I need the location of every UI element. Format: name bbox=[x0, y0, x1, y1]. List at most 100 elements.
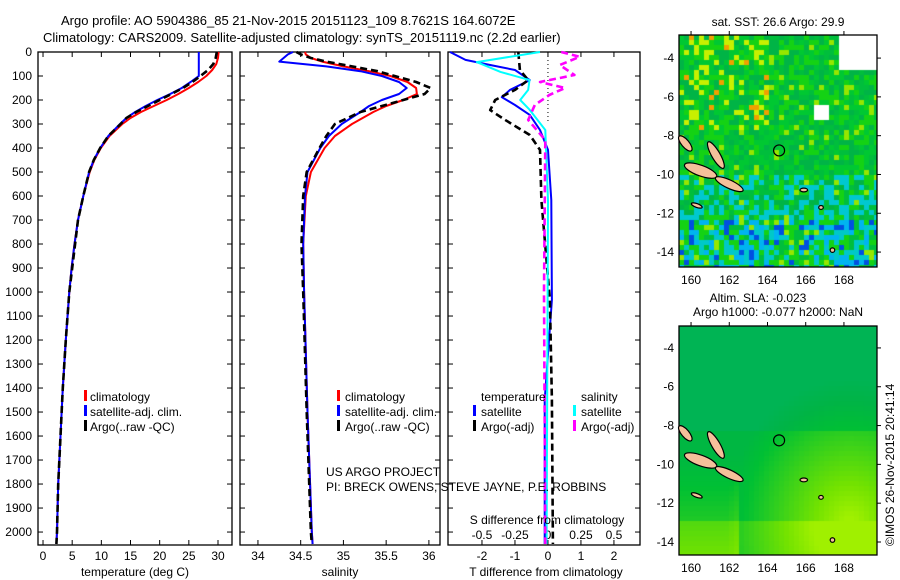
y-tick-label: 1800 bbox=[5, 477, 32, 491]
legend-header-salinity: salinity bbox=[581, 390, 618, 404]
y-tick-label: -14 bbox=[657, 245, 675, 259]
island-shape bbox=[706, 431, 725, 459]
temperature-series-climatology bbox=[55, 51, 220, 545]
y-tick-label: 200 bbox=[12, 93, 32, 107]
legend-label: climatology bbox=[345, 390, 405, 404]
x-tick-label: 164 bbox=[757, 273, 777, 287]
island-shape bbox=[818, 494, 824, 500]
island-shape bbox=[706, 141, 725, 170]
legend-swatch-climatology bbox=[337, 390, 340, 401]
y-tick-label: 900 bbox=[12, 261, 32, 275]
x-tick-label: 162 bbox=[719, 273, 739, 287]
y-tick-label: 1600 bbox=[5, 429, 32, 443]
y-tick-label: 300 bbox=[12, 117, 32, 131]
x-tick-label: 34 bbox=[251, 549, 265, 563]
y-tick-label: -6 bbox=[663, 380, 674, 394]
legend-label: Argo(-adj) bbox=[481, 420, 534, 434]
x-tick-label: 35 bbox=[337, 549, 351, 563]
x-tick-label: 2 bbox=[611, 549, 618, 563]
y-tick-label: 700 bbox=[12, 213, 32, 227]
y-tick-label: -4 bbox=[663, 51, 674, 65]
legend-swatch-climatology bbox=[84, 390, 87, 401]
credits-project: US ARGO PROJECT bbox=[326, 465, 441, 479]
x-axis-label-t-difference: T difference from climatology bbox=[469, 565, 623, 579]
y-tick-label: 1900 bbox=[5, 501, 32, 515]
x-tick-label: 162 bbox=[719, 561, 739, 575]
x-tick-label: 160 bbox=[681, 561, 701, 575]
legend-swatch-satellite bbox=[84, 405, 87, 416]
y-tick-label: 400 bbox=[12, 141, 32, 155]
argo-position-marker bbox=[772, 434, 786, 447]
x-tick-label: 0 bbox=[545, 549, 552, 563]
x-tick-label: 36 bbox=[422, 549, 436, 563]
island-shape bbox=[683, 162, 718, 179]
y-tick-label: -12 bbox=[657, 496, 675, 510]
x-tick-label: 166 bbox=[796, 273, 816, 287]
salinity-axes-frame bbox=[239, 51, 441, 546]
difference-series-s-satellite bbox=[475, 51, 549, 545]
x-tick-label: 1 bbox=[578, 549, 585, 563]
island-shape bbox=[677, 425, 693, 442]
sla-map-axes: 160 162 164 166 168 -4 -6 -8 -10 -12 -14 bbox=[657, 322, 881, 575]
legend-swatch-t-satellite bbox=[473, 405, 476, 416]
y-tick-label: 1100 bbox=[6, 309, 32, 323]
x2-tick-label: -0.5 bbox=[472, 528, 493, 542]
salinity-legend: climatology satellite-adj. clim. Argo(..… bbox=[337, 390, 437, 434]
legend-swatch-argo bbox=[337, 420, 340, 431]
legend-label: Argo(..raw -QC) bbox=[90, 420, 175, 434]
temperature-legend: climatology satellite-adj. clim. Argo(..… bbox=[84, 390, 182, 434]
credits-pi: PI: BRECK OWENS, STEVE JAYNE, P.E. ROBBI… bbox=[326, 480, 606, 494]
legend-label: satellite-adj. clim. bbox=[90, 405, 182, 419]
legend-label: satellite-adj. clim. bbox=[345, 405, 437, 419]
island-shape bbox=[799, 477, 809, 483]
island-shape bbox=[690, 202, 703, 209]
temperature-axes-frame bbox=[37, 51, 233, 546]
island-shape bbox=[799, 187, 809, 193]
island-shape bbox=[818, 204, 824, 210]
y-tick-label: 800 bbox=[12, 237, 32, 251]
salinity-series-argo-raw-qc- bbox=[295, 50, 432, 545]
legend-swatch-s-argo bbox=[573, 420, 576, 431]
x2-axis-label-s-difference: S difference from climatology bbox=[470, 513, 625, 527]
island-shape bbox=[829, 537, 836, 543]
sst-map-axes: 160 162 164 166 168 -4 -6 -8 -10 -12 -14 bbox=[657, 31, 881, 287]
temperature-panel: 0100200300400500600700800900100011001200… bbox=[5, 45, 233, 563]
island-shape bbox=[677, 135, 693, 152]
x-tick-label: 34.5 bbox=[289, 549, 313, 563]
y-tick-label: 1500 bbox=[5, 405, 32, 419]
island-shape bbox=[714, 466, 744, 483]
x2-tick-label: 0.5 bbox=[606, 528, 623, 542]
y-tick-label: 1000 bbox=[5, 285, 32, 299]
y-tick-label: -14 bbox=[657, 535, 675, 549]
temperature-series-satellite-adj-clim- bbox=[55, 52, 200, 545]
legend-swatch-satellite bbox=[337, 405, 340, 416]
difference-panel: -2 -1 0 1 2 -0.5 -0.25 0 0.25 0.5 bbox=[447, 50, 641, 563]
y-tick-label: 1400 bbox=[5, 381, 32, 395]
y-tick-label: -8 bbox=[663, 419, 674, 433]
legend-label: satellite bbox=[581, 405, 622, 419]
y-tick-label: 600 bbox=[12, 189, 32, 203]
legend-label: satellite bbox=[481, 405, 522, 419]
salinity-panel: 34 34.5 35 35.5 36 bbox=[239, 50, 441, 563]
y-tick-label: -10 bbox=[657, 167, 675, 181]
legend-label: climatology bbox=[90, 390, 150, 404]
x-axis-label-temperature: temperature (deg C) bbox=[81, 565, 189, 579]
x-tick-label: 20 bbox=[153, 549, 167, 563]
argo-position-marker bbox=[772, 144, 786, 157]
island-shape bbox=[690, 492, 703, 499]
x-tick-label: 10 bbox=[95, 549, 109, 563]
legend-header-temperature: temperature bbox=[481, 390, 546, 404]
sla-map-title-line-1: Altim. SLA: -0.023 bbox=[710, 291, 807, 305]
legend-label: Argo(-adj) bbox=[581, 420, 634, 434]
x2-tick-label: -0.25 bbox=[501, 528, 529, 542]
y-tick-label: 1300 bbox=[5, 357, 32, 371]
x2-tick-label: 0 bbox=[545, 528, 552, 542]
temperature-series-argo-raw-qc- bbox=[55, 51, 219, 545]
y-tick-label: 2000 bbox=[5, 525, 32, 539]
x-tick-label: 35.5 bbox=[374, 549, 398, 563]
legend-label: Argo(..raw -QC) bbox=[345, 420, 430, 434]
x-tick-label: 0 bbox=[40, 549, 47, 563]
y-tick-label: 1700 bbox=[5, 453, 32, 467]
x-tick-label: 5 bbox=[69, 549, 76, 563]
